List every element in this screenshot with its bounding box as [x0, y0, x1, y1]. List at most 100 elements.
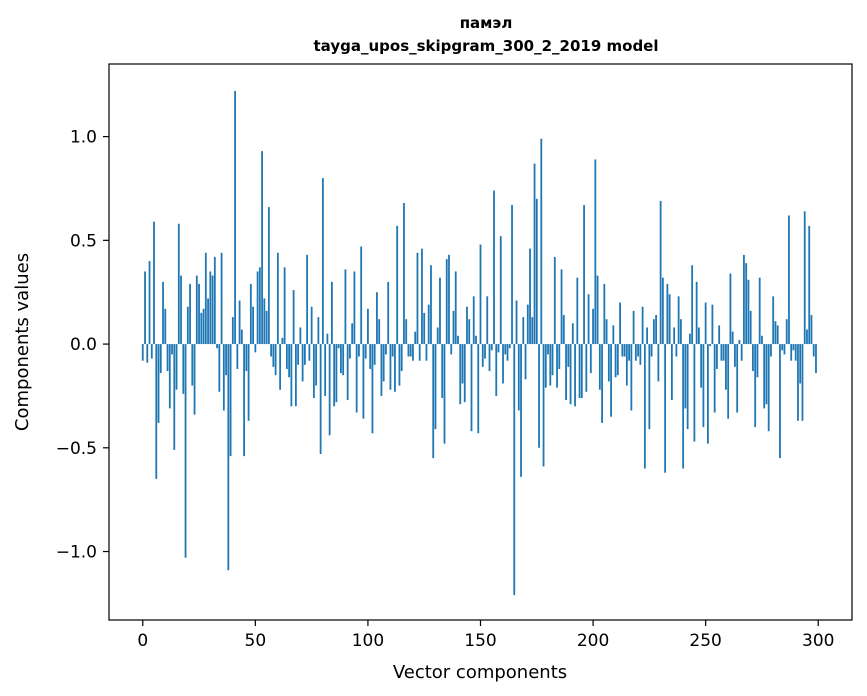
bar: [709, 344, 712, 347]
bar: [245, 344, 248, 372]
bar: [752, 344, 754, 372]
bar: [524, 344, 527, 380]
bar: [256, 271, 259, 345]
bar: [810, 315, 813, 345]
y-axis-label: Components values: [12, 253, 33, 431]
bar: [767, 344, 770, 432]
bar: [657, 344, 660, 382]
bar: [360, 246, 363, 345]
bar: [459, 344, 462, 405]
bar: [646, 327, 649, 345]
bar: [522, 317, 525, 345]
bar: [695, 281, 698, 345]
bar: [213, 256, 216, 345]
bar: [488, 344, 491, 372]
bar: [808, 225, 811, 345]
bar: [792, 344, 795, 351]
bar: [549, 344, 552, 386]
bar: [434, 344, 437, 430]
bar: [578, 344, 581, 399]
bar: [700, 344, 703, 388]
bar: [355, 344, 358, 413]
bar: [443, 344, 446, 444]
bar: [186, 306, 189, 345]
bar: [630, 344, 633, 411]
bar: [571, 323, 574, 345]
bar: [684, 344, 687, 409]
bar: [610, 344, 612, 417]
x-tick-label: 50: [245, 631, 267, 651]
bar: [321, 178, 324, 345]
bar: [540, 138, 543, 345]
bar: [283, 267, 286, 345]
bar: [661, 277, 664, 345]
bar: [556, 344, 558, 388]
bar: [216, 344, 218, 349]
bars-group: [141, 90, 817, 596]
bar: [337, 344, 340, 349]
bar: [389, 344, 392, 390]
bar: [794, 344, 797, 361]
bar: [349, 344, 351, 359]
bar: [198, 283, 200, 345]
bar: [601, 344, 603, 423]
bar: [592, 308, 594, 345]
bar: [398, 344, 401, 386]
bar: [493, 190, 495, 345]
bar: [211, 275, 214, 345]
bar: [679, 319, 682, 345]
bar: [619, 302, 621, 345]
bar: [303, 344, 306, 365]
bar: [454, 271, 457, 345]
bar: [634, 344, 637, 361]
bar: [173, 344, 176, 450]
bar: [150, 344, 153, 359]
bar: [574, 344, 576, 407]
bar: [628, 344, 630, 361]
bar: [659, 200, 662, 345]
bar: [331, 281, 333, 345]
bar: [736, 344, 739, 413]
bar: [191, 344, 194, 386]
bar: [189, 283, 191, 345]
bar: [364, 344, 367, 359]
bar: [414, 331, 417, 345]
bar: [533, 163, 536, 345]
bar: [412, 344, 414, 361]
bar: [461, 344, 464, 384]
bar: [639, 344, 642, 365]
bar: [436, 327, 439, 345]
bar: [790, 344, 793, 361]
bar: [326, 333, 329, 345]
bar: [677, 296, 680, 345]
bar: [664, 344, 667, 473]
bar: [526, 304, 529, 345]
bar: [328, 344, 331, 436]
bar: [776, 325, 779, 345]
bar: [317, 317, 320, 345]
bar: [162, 281, 164, 345]
bar: [781, 344, 784, 351]
bar: [448, 254, 450, 345]
bar: [146, 344, 149, 363]
bar: [470, 344, 473, 432]
bar: [468, 319, 471, 345]
bar: [734, 344, 736, 367]
bar: [785, 319, 788, 345]
bar: [704, 302, 707, 345]
bar: [153, 221, 155, 345]
bar: [288, 344, 291, 378]
bar: [141, 344, 144, 361]
bar: [756, 344, 759, 378]
bar: [495, 344, 498, 396]
bar: [247, 344, 250, 421]
bar: [691, 265, 694, 345]
bar: [182, 344, 185, 394]
bar: [209, 271, 212, 345]
bar: [439, 277, 441, 345]
bar: [544, 344, 547, 388]
bar: [765, 344, 768, 405]
bar: [416, 252, 419, 345]
bar: [432, 344, 435, 459]
